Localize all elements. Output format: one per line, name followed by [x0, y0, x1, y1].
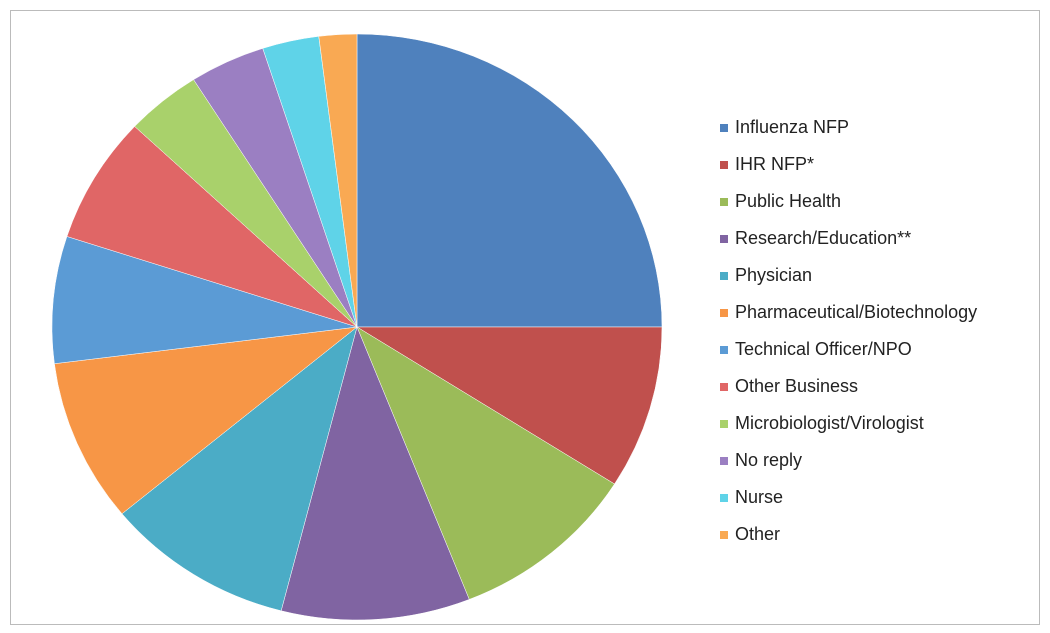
legend-swatch [720, 198, 728, 206]
legend-label: No reply [735, 450, 802, 470]
legend-label: Other [735, 524, 780, 544]
pie-slice [51, 236, 358, 365]
legend-swatch [720, 494, 728, 502]
legend-label: Pharmaceutical/Biotechnology [735, 302, 977, 322]
legend-swatch [720, 457, 728, 465]
legend-label: Influenza NFP [735, 117, 849, 137]
legend-swatch [720, 235, 728, 243]
legend-swatch [720, 272, 728, 280]
pie-slice [66, 126, 358, 328]
pie-slice [280, 326, 470, 621]
pie-slice [356, 326, 663, 485]
pie-slice [121, 326, 358, 612]
legend-label: Microbiologist/Virologist [735, 413, 924, 433]
legend-label: Nurse [735, 487, 783, 507]
pie-slice [356, 326, 615, 600]
pie-slice [318, 33, 358, 328]
legend-label: Research/Education** [735, 228, 911, 248]
legend-swatch [720, 161, 728, 169]
legend-swatch [720, 124, 728, 132]
legend-label: Other Business [735, 376, 858, 396]
legend-label: Public Health [735, 191, 841, 211]
legend-swatch [720, 383, 728, 391]
legend-label: IHR NFP* [735, 154, 814, 174]
legend-swatch [720, 309, 728, 317]
legend-swatch [720, 531, 728, 539]
legend-swatch [720, 346, 728, 354]
legend-label: Technical Officer/NPO [735, 339, 912, 359]
pie-slice [356, 33, 663, 328]
pie-slice [54, 326, 358, 515]
legend-swatch [720, 420, 728, 428]
legend-label: Physician [735, 265, 812, 285]
